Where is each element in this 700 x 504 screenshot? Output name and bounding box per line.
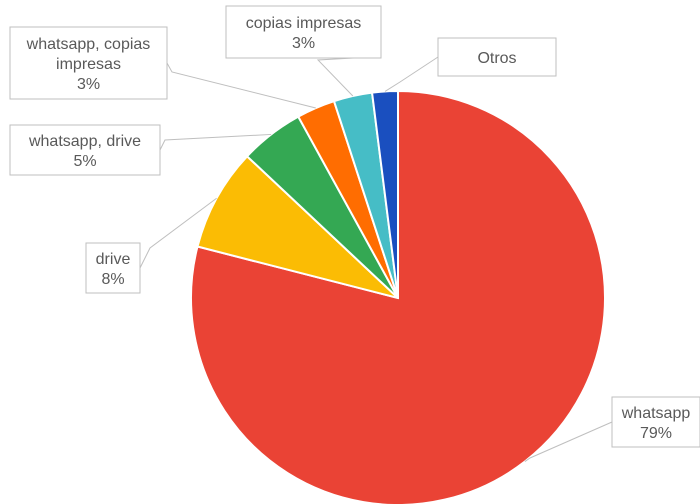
data-label-text: whatsapp, drive <box>28 133 141 150</box>
data-label-text: impresas <box>56 56 121 73</box>
data-label-text: copias impresas <box>246 15 362 32</box>
leader-lines <box>139 56 613 462</box>
data-label-text: 3% <box>77 76 100 93</box>
data-label-text: whatsapp <box>621 405 691 422</box>
data-label-box <box>437 37 557 77</box>
data-label-text: 8% <box>101 271 124 288</box>
data-label-box <box>225 5 382 59</box>
data-label-box <box>9 26 168 100</box>
data-label-box <box>9 124 161 176</box>
pie-slice-otros <box>370 89 399 299</box>
data-label-whatsapp: whatsapp 79% <box>611 396 700 448</box>
leader-line-whatsapp <box>524 421 613 462</box>
data-label-text: drive <box>96 251 131 268</box>
data-label-drive: drive 8% <box>85 242 141 294</box>
leader-line-copias-impresas <box>316 57 354 97</box>
data-label-text: whatsapp, copias <box>26 36 151 53</box>
data-label-otros: Otros <box>437 37 557 77</box>
pie-slices <box>190 89 606 504</box>
data-label-text: 3% <box>292 35 315 52</box>
leader-line-whatsapp-copias-impresas <box>166 62 316 109</box>
pie-slice-drive <box>196 154 399 299</box>
data-label-box <box>611 396 700 448</box>
leader-line-drive <box>139 197 217 269</box>
data-label-whatsapp-copias-impresas: whatsapp, copias impresas 3% <box>9 26 168 100</box>
data-label-text: 5% <box>73 153 96 170</box>
data-label-text: Otros <box>477 50 516 67</box>
data-label-box <box>85 242 141 294</box>
data-label-whatsapp-drive: whatsapp, drive 5% <box>9 124 161 176</box>
leader-line-whatsapp-drive <box>159 133 272 151</box>
data-label-copias-impresas: copias impresas 3% <box>225 5 382 59</box>
data-label-text: 79% <box>640 425 672 442</box>
leader-line-otros <box>384 56 439 92</box>
